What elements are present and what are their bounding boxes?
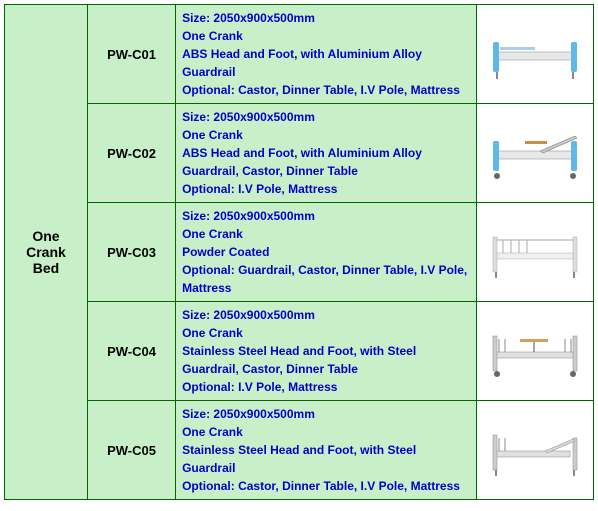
product-image-cell	[476, 302, 593, 401]
product-size: Size: 2050x900x500mm	[182, 405, 470, 423]
product-code: PW-C03	[87, 203, 175, 302]
bed-image	[485, 17, 585, 87]
product-crank: One Crank	[182, 27, 470, 45]
product-image-cell	[476, 5, 593, 104]
table-row: PW-C04 Size: 2050x900x500mm One Crank St…	[5, 302, 594, 401]
product-size: Size: 2050x900x500mm	[182, 108, 470, 126]
product-description: Size: 2050x900x500mm One Crank ABS Head …	[176, 104, 477, 203]
product-feature: ABS Head and Foot, with Aluminium Alloy …	[182, 45, 470, 81]
product-optional: Optional: Castor, Dinner Table, I.V Pole…	[182, 81, 470, 99]
product-image-cell	[476, 203, 593, 302]
product-description: Size: 2050x900x500mm One Crank ABS Head …	[176, 5, 477, 104]
product-description: Size: 2050x900x500mm One Crank Stainless…	[176, 302, 477, 401]
product-optional: Optional: I.V Pole, Mattress	[182, 378, 470, 396]
product-feature: ABS Head and Foot, with Aluminium Alloy …	[182, 144, 470, 180]
product-size: Size: 2050x900x500mm	[182, 306, 470, 324]
product-optional: Optional: I.V Pole, Mattress	[182, 180, 470, 198]
product-crank: One Crank	[182, 423, 470, 441]
table-row: One Crank BedPW-C01 Size: 2050x900x500mm…	[5, 5, 594, 104]
product-image-cell	[476, 104, 593, 203]
product-image-cell	[476, 401, 593, 500]
product-feature: Stainless Steel Head and Foot, with Stee…	[182, 441, 470, 477]
product-code: PW-C05	[87, 401, 175, 500]
product-size: Size: 2050x900x500mm	[182, 207, 470, 225]
category-label: One Crank Bed	[5, 5, 88, 500]
product-description: Size: 2050x900x500mm One Crank Powder Co…	[176, 203, 477, 302]
product-crank: One Crank	[182, 126, 470, 144]
bed-image	[485, 116, 585, 186]
product-crank: One Crank	[182, 225, 470, 243]
product-code: PW-C01	[87, 5, 175, 104]
bed-image	[485, 314, 585, 384]
product-table: One Crank BedPW-C01 Size: 2050x900x500mm…	[4, 4, 594, 500]
table-row: PW-C02 Size: 2050x900x500mm One Crank AB…	[5, 104, 594, 203]
product-code: PW-C02	[87, 104, 175, 203]
product-feature: Stainless Steel Head and Foot, with Stee…	[182, 342, 470, 378]
product-size: Size: 2050x900x500mm	[182, 9, 470, 27]
bed-image	[485, 413, 585, 483]
product-optional: Optional: Guardrail, Castor, Dinner Tabl…	[182, 261, 470, 297]
product-feature: Powder Coated	[182, 243, 470, 261]
product-optional: Optional: Castor, Dinner Table, I.V Pole…	[182, 477, 470, 495]
bed-image	[485, 215, 585, 285]
table-row: PW-C03 Size: 2050x900x500mm One Crank Po…	[5, 203, 594, 302]
product-crank: One Crank	[182, 324, 470, 342]
product-description: Size: 2050x900x500mm One Crank Stainless…	[176, 401, 477, 500]
product-code: PW-C04	[87, 302, 175, 401]
table-row: PW-C05 Size: 2050x900x500mm One Crank St…	[5, 401, 594, 500]
